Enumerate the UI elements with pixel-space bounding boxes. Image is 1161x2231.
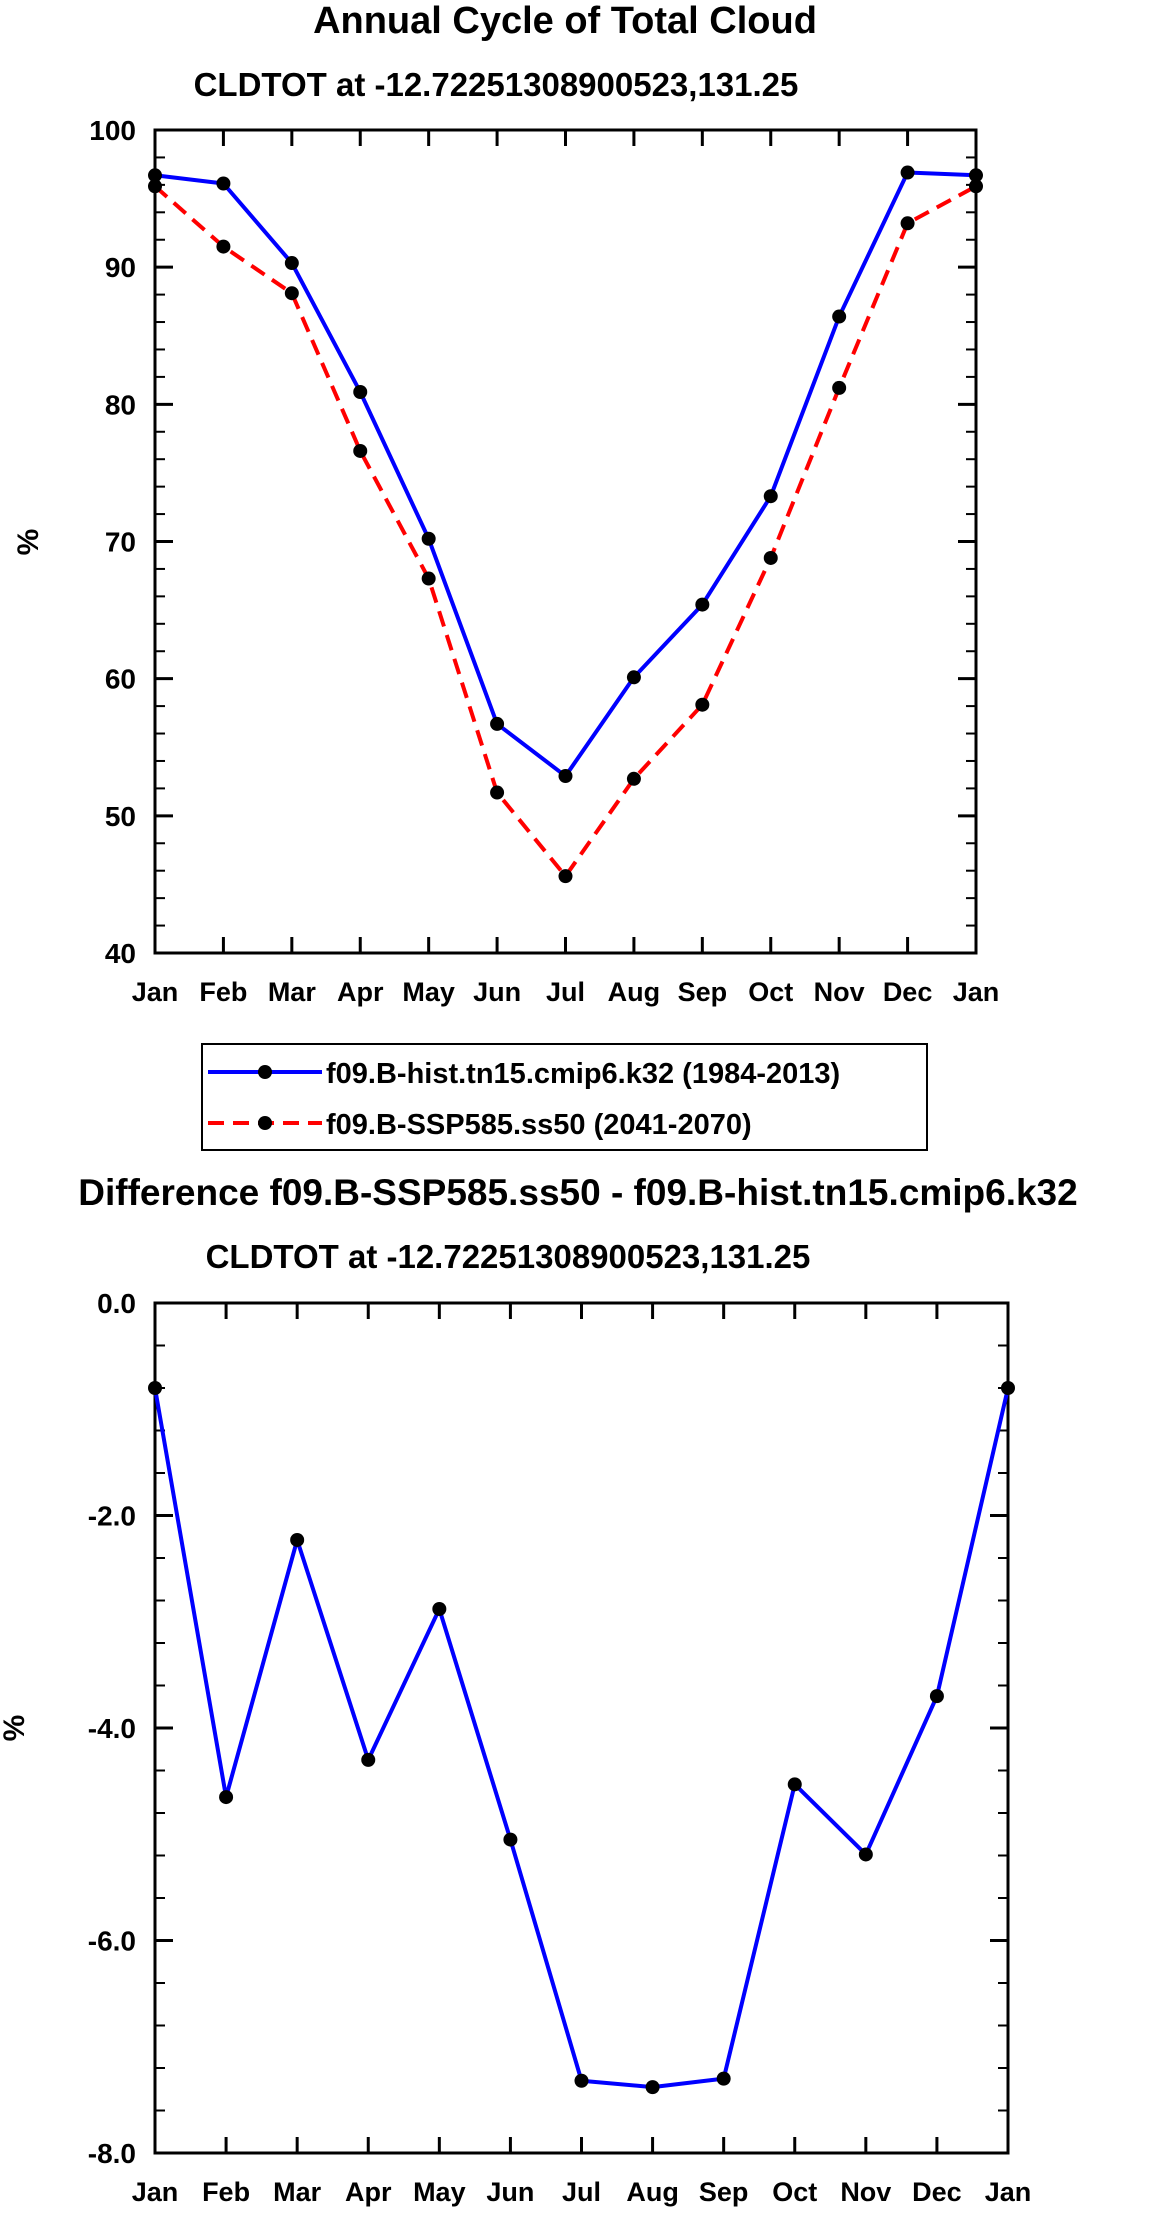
chart1-y-tick-label: 80 xyxy=(105,389,136,420)
chart1-series-0-point xyxy=(558,769,573,784)
chart1-series-0-point xyxy=(421,531,436,546)
chart1-plot: Jan Feb Mar Apr May Jun Jul Aug Sep Oct Nov Dec Jan 4… xyxy=(89,115,999,1007)
chart2-y-tick-label: -2.0 xyxy=(88,1501,136,1532)
chart2-series-0-point xyxy=(716,2071,731,2086)
chart1-series-0-point xyxy=(626,670,641,685)
chart1-series-1-point xyxy=(626,771,641,786)
chart1-series-1-point xyxy=(900,216,915,231)
chart1-series-0-point xyxy=(284,256,299,271)
chart1-series-0-point xyxy=(695,597,710,612)
chart2-x-tick-label: Jul xyxy=(562,2177,601,2207)
chart1-series-1-point xyxy=(148,179,162,194)
chart2-series-0-point xyxy=(290,1532,305,1547)
chart1-y-axis-label: % xyxy=(12,529,45,556)
chart2-series-0-point xyxy=(929,1689,944,1704)
chart1-series-0-point xyxy=(490,716,505,731)
chart2-y-tick-label: -4.0 xyxy=(88,1713,136,1744)
chart1-series-0-line xyxy=(154,170,977,779)
chart1-series-1-point xyxy=(969,179,983,194)
chart1-series-1-point xyxy=(421,571,436,586)
chart2-x-tick-label: Feb xyxy=(202,2177,250,2207)
chart1-y-tick-label: 40 xyxy=(105,938,136,969)
chart1-x-tick-label: Mar xyxy=(268,977,317,1007)
chart2-x-tick-label: Jun xyxy=(486,2177,534,2207)
chart1-legend: f09.B-hist.tn15.cmip6.k32 (1984-2013) f0… xyxy=(201,1043,928,1151)
chart1-y-tick-label: 60 xyxy=(105,664,136,695)
chart1-series-1-point xyxy=(695,697,710,712)
chart2-series-0-point xyxy=(148,1381,162,1395)
chart1-title: Annual Cycle of Total Cloud xyxy=(313,0,817,42)
chart2-series-0-point xyxy=(1001,1381,1015,1395)
chart1-frame xyxy=(153,128,978,955)
chart1-series-1-point xyxy=(763,550,778,565)
chart1-series-1-point xyxy=(284,286,299,301)
chart2-series-0-point xyxy=(574,2073,589,2088)
chart2-series-0-line xyxy=(153,1387,1010,2090)
chart2-x-tick-label: Jan xyxy=(132,2177,179,2207)
chart1-x-tick-label: Feb xyxy=(199,977,247,1007)
chart2-title: Difference f09.B-SSP585.ss50 - f09.B-his… xyxy=(78,1172,1077,1213)
chart1-x-tick-label: Aug xyxy=(608,977,660,1007)
legend-box xyxy=(201,1043,928,1151)
chart2-series-0-point xyxy=(219,1790,234,1805)
chart2-series-0-point xyxy=(503,1832,518,1847)
chart1-subtitle: CLDTOT at -12.72251308900523,131.25 xyxy=(194,66,799,103)
chart1-series-0-point xyxy=(353,384,368,399)
chart1-y-tick-label: 90 xyxy=(105,252,136,283)
chart2-series-0-point xyxy=(858,1847,873,1862)
chart2-x-tick-label: May xyxy=(413,2177,466,2207)
chart2-y-axis-label: % xyxy=(0,1715,31,1742)
chart2-y-tick-label: 0.0 xyxy=(97,1288,136,1319)
chart1-x-tick-label: Jun xyxy=(473,977,521,1007)
chart1-x-tick-label: Oct xyxy=(748,977,793,1007)
chart2-x-tick-label: Jan xyxy=(985,2177,1032,2207)
chart1-series-1-point xyxy=(490,785,505,800)
chart2-series-0-point xyxy=(432,1602,447,1616)
chart2-x-tick-label: Nov xyxy=(840,2177,891,2207)
chart1-series-1-point xyxy=(353,443,368,458)
chart1-x-tick-label: Nov xyxy=(814,977,865,1007)
chart1-x-tick-label: Jan xyxy=(953,977,1000,1007)
chart1-series-1-point xyxy=(558,869,573,884)
chart1-x-tick-label: May xyxy=(402,977,455,1007)
legend-label-hist: f09.B-hist.tn15.cmip6.k32 (1984-2013) xyxy=(326,1058,840,1090)
chart1-y-tick-label: 100 xyxy=(89,115,136,146)
chart2-x-tick-label: Sep xyxy=(699,2177,749,2207)
chart1-series-1-point xyxy=(216,239,231,254)
chart2-subtitle: CLDTOT at -12.72251308900523,131.25 xyxy=(206,1238,811,1275)
chart1-series-1-point xyxy=(832,380,847,395)
chart2-x-tick-label: Oct xyxy=(772,2177,817,2207)
legend-marker-ssp xyxy=(258,1116,272,1130)
chart1-series-0-point xyxy=(216,176,231,191)
chart2-series-0-point xyxy=(645,2080,660,2095)
legend-label-ssp: f09.B-SSP585.ss50 (2041-2070) xyxy=(326,1109,752,1141)
chart1-series-0-point xyxy=(832,309,847,324)
chart1-x-tick-label: Sep xyxy=(678,977,728,1007)
chart1-series-0-point xyxy=(900,165,915,180)
chart1-series-0-point xyxy=(969,168,983,183)
chart2-y-tick-label: -8.0 xyxy=(88,2138,136,2169)
chart1-x-tick-label: Dec xyxy=(883,977,933,1007)
chart2-frame xyxy=(153,1301,1010,2155)
chart2-x-tick-label: Apr xyxy=(345,2177,392,2207)
chart1-x-tick-label: Jul xyxy=(546,977,585,1007)
chart1-series-0-point xyxy=(763,489,778,504)
chart1-y-tick-label: 70 xyxy=(105,527,136,558)
chart1-series-0-point xyxy=(148,168,162,183)
chart2-x-tick-label: Dec xyxy=(912,2177,962,2207)
chart2-y-tick-label: -6.0 xyxy=(88,1926,136,1957)
chart2-plot: Jan Feb Mar Apr May Jun Jul Aug Sep Oct Nov Dec Jan -… xyxy=(88,1288,1032,2207)
chart2-series-0-point xyxy=(361,1752,376,1767)
chart2-series-0-point xyxy=(787,1777,802,1792)
chart2-x-tick-label: Aug xyxy=(626,2177,678,2207)
chart2-x-tick-label: Mar xyxy=(273,2177,322,2207)
chart1-y-tick-label: 50 xyxy=(105,801,136,832)
chart1-x-tick-label: Jan xyxy=(132,977,179,1007)
legend-marker-hist xyxy=(258,1065,272,1079)
chart1-x-tick-label: Apr xyxy=(337,977,384,1007)
